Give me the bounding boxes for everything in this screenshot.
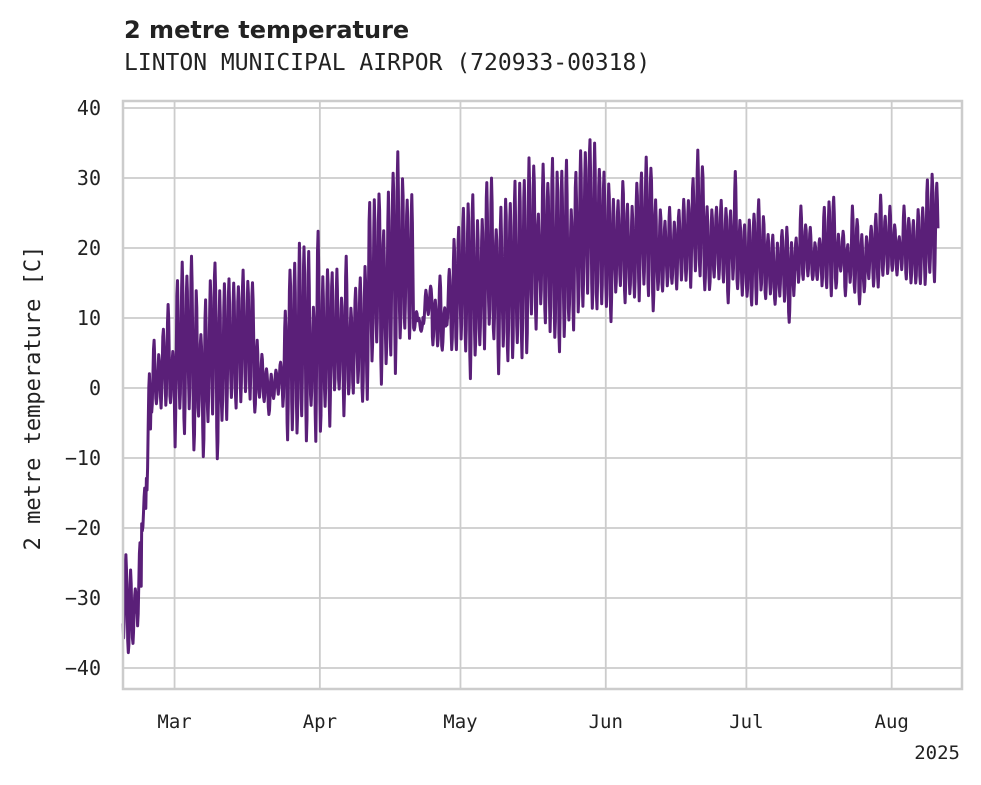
plot-frame bbox=[121, 99, 964, 691]
x-axis-ticks: Mar Apr May Jun Jul Aug bbox=[157, 711, 908, 733]
chart-subtitle: LINTON MUNICIPAL AIRPOR (720933-00318) bbox=[124, 50, 651, 76]
x-tick-label: Mar bbox=[157, 711, 191, 733]
y-tick-label: −20 bbox=[65, 516, 101, 540]
y-axis-label: 2 metre temperature [C] bbox=[21, 246, 46, 551]
y-axis-ticks: 40 30 20 10 0 −10 −20 −30 −40 bbox=[65, 96, 101, 680]
temperature-series-line bbox=[121, 138, 940, 655]
y-tick-label: 40 bbox=[77, 96, 101, 120]
y-tick-label: 0 bbox=[89, 376, 101, 400]
series-layer bbox=[121, 138, 940, 655]
x-tick-label: Aug bbox=[875, 711, 909, 733]
y-tick-label: −10 bbox=[65, 446, 101, 470]
chart-title: 2 metre temperature bbox=[124, 16, 410, 44]
y-tick-label: 20 bbox=[77, 236, 101, 260]
y-tick-label: 10 bbox=[77, 306, 101, 330]
y-tick-label: −30 bbox=[65, 586, 101, 610]
y-tick-label: 30 bbox=[77, 166, 101, 190]
x-tick-label: Jun bbox=[589, 711, 623, 733]
x-tick-label: Jul bbox=[729, 711, 763, 733]
x-axis-year-label: 2025 bbox=[914, 742, 960, 764]
y-tick-label: −40 bbox=[65, 656, 101, 680]
x-tick-label: Apr bbox=[303, 711, 337, 733]
x-tick-label: May bbox=[443, 711, 477, 733]
